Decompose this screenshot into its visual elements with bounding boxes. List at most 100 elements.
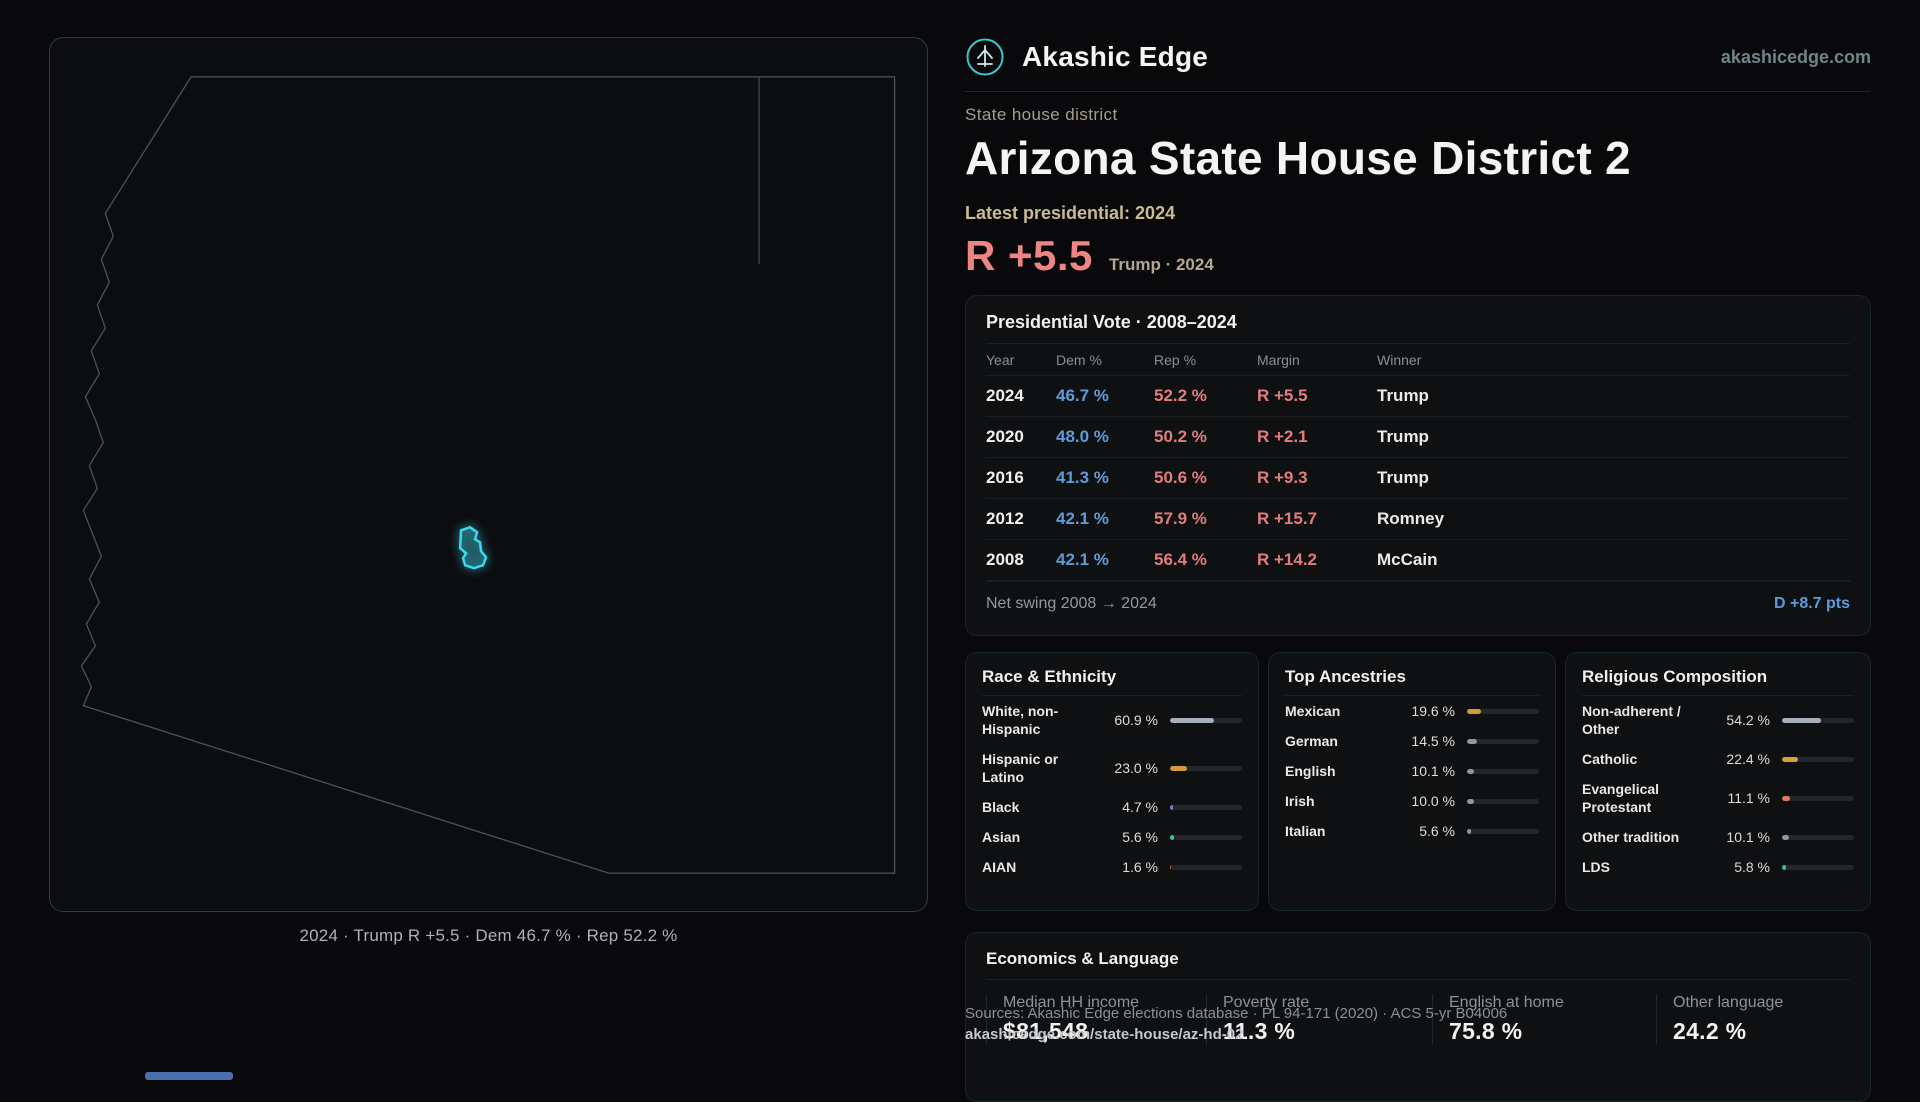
race-ethnicity-card: Race & Ethnicity White, non-Hispanic 60.…	[965, 652, 1259, 911]
stat-label: Poverty rate	[1223, 994, 1310, 1011]
cell-year: 2008	[986, 550, 1024, 569]
stat-label: Mexican	[1285, 703, 1341, 719]
district-2-highlight[interactable]	[458, 525, 488, 570]
table-row: 2020 48.0 % 50.2 % R +2.1 Trump	[986, 417, 1850, 458]
stat-poverty-rate: Poverty rate 11.3 %	[1206, 994, 1432, 1045]
stat-bar	[1467, 708, 1539, 714]
stat-bar-fill	[1467, 828, 1472, 834]
stat-row: English 10.1 %	[1285, 756, 1539, 786]
bottom-blue-strip	[145, 1072, 233, 1080]
stat-value: 14.5 %	[1411, 733, 1455, 749]
stat-other-language: Other language 24.2 %	[1656, 994, 1850, 1045]
stat-bar-fill	[1170, 804, 1174, 810]
stat-bar-fill	[1782, 795, 1790, 801]
stat-value: 10.0 %	[1411, 793, 1455, 809]
col-winner: Winner	[1377, 352, 1422, 368]
stat-bar	[1170, 765, 1242, 771]
cell-dem: 48.0 %	[1056, 427, 1109, 446]
stat-value: 5.6 %	[1122, 829, 1158, 845]
stat-value: 5.6 %	[1419, 823, 1455, 839]
stat-value: 1.6 %	[1122, 859, 1158, 875]
table-row: 2016 41.3 % 50.6 % R +9.3 Trump	[986, 458, 1850, 499]
stat-value: 11.3 %	[1223, 1018, 1296, 1044]
stat-label: Other language	[1673, 994, 1784, 1011]
table-row: 2012 42.1 % 57.9 % R +15.7 Romney	[986, 499, 1850, 540]
stat-row: Black 4.7 %	[982, 792, 1242, 822]
headline-margin: R +5.5	[965, 232, 1093, 279]
cell-margin: R +5.5	[1257, 386, 1308, 405]
cell-rep: 50.6 %	[1154, 468, 1207, 487]
stat-value: 19.6 %	[1411, 703, 1455, 719]
arizona-map[interactable]	[50, 38, 927, 911]
economics-language-card: Economics & Language Median HH income $8…	[965, 932, 1871, 1102]
stat-bar-fill	[1467, 798, 1475, 804]
stat-bar	[1467, 828, 1539, 834]
stat-bar	[1467, 798, 1539, 804]
table-row: 2024 46.7 % 52.2 % R +5.5 Trump	[986, 376, 1850, 417]
stat-bar-fill	[1467, 708, 1482, 714]
stat-label: White, non-Hispanic	[982, 703, 1059, 737]
cell-margin: R +2.1	[1257, 427, 1308, 446]
map-caption: 2024 · Trump R +5.5 · Dem 46.7 % · Rep 5…	[299, 926, 678, 945]
sources-line: Sources: Akashic Edge elections database…	[965, 1005, 1508, 1022]
stat-label: Catholic	[1582, 751, 1638, 767]
divider	[986, 343, 1850, 344]
headline-margin-row: R +5.5 Trump · 2024	[965, 232, 1871, 280]
stat-bar-fill	[1170, 717, 1214, 723]
stat-bar	[1782, 795, 1854, 801]
stat-row: German 14.5 %	[1285, 726, 1539, 756]
table-row: 2008 42.1 % 56.4 % R +14.2 McCain	[986, 540, 1850, 581]
stat-value: 23.0 %	[1114, 760, 1158, 776]
stat-row: LDS 5.8 %	[1582, 852, 1854, 882]
stat-row: Non-adherent / Other 54.2 %	[1582, 696, 1854, 744]
stat-bar-fill	[1170, 834, 1175, 840]
cell-winner: Romney	[1377, 509, 1445, 528]
cell-rep: 50.2 %	[1154, 427, 1207, 446]
cell-year: 2024	[986, 386, 1024, 405]
divider	[1582, 695, 1854, 696]
district-map-panel	[49, 37, 928, 912]
stat-bar	[1170, 717, 1242, 723]
stat-row: Italian 5.6 %	[1285, 816, 1539, 846]
stat-bar	[1170, 804, 1242, 810]
col-year: Year	[986, 352, 1015, 368]
net-swing-label: Net swing 2008 → 2024	[986, 595, 1157, 612]
headline-margin-context: Trump · 2024	[1108, 255, 1214, 274]
stat-row: Asian 5.6 %	[982, 822, 1242, 852]
stat-bar-fill	[1782, 864, 1787, 870]
stat-row: Catholic 22.4 %	[1582, 744, 1854, 774]
page-title: Arizona State House District 2	[965, 132, 1631, 184]
footer: Sources: Akashic Edge elections database…	[965, 1005, 1507, 1043]
stat-bar	[1467, 738, 1539, 744]
cell-winner: Trump	[1377, 427, 1429, 446]
stat-label: Irish	[1285, 793, 1315, 809]
stat-label: Non-adherent / Other	[1582, 703, 1681, 737]
presidential-vote-card: Presidential Vote · 2008–2024 Year Dem %…	[965, 295, 1871, 636]
stat-median-income: Median HH income $81,548	[986, 994, 1206, 1045]
cell-margin: R +14.2	[1257, 550, 1318, 569]
cell-winner: Trump	[1377, 468, 1429, 487]
header: Akashic Edge akashicedge.com	[965, 36, 1871, 78]
cell-year: 2012	[986, 509, 1024, 528]
divider	[986, 979, 1850, 980]
site-link[interactable]: akashicedge.com	[1720, 46, 1871, 67]
net-swing-value: D +8.7 pts	[1773, 595, 1850, 612]
cell-year: 2020	[986, 427, 1024, 446]
latest-presidential-label: Latest presidential: 2024	[965, 203, 1176, 223]
stat-row: Evangelical Protestant 11.1 %	[1582, 774, 1854, 822]
stat-bar	[1782, 756, 1854, 762]
stat-bar	[1782, 834, 1854, 840]
stat-row: Other tradition 10.1 %	[1582, 822, 1854, 852]
stat-value: 60.9 %	[1114, 712, 1158, 728]
permalink[interactable]: akashicedge.com/state-house/az-hd-02	[965, 1026, 1244, 1043]
stat-value: 24.2 %	[1673, 1018, 1747, 1044]
cell-winner: Trump	[1377, 386, 1429, 405]
stat-bar	[1782, 717, 1854, 723]
col-dem: Dem %	[1056, 352, 1102, 368]
religious-composition-card: Religious Composition Non-adherent / Oth…	[1565, 652, 1871, 911]
stat-bar-fill	[1170, 765, 1187, 771]
table-header-row: Year Dem % Rep % Margin Winner	[986, 344, 1850, 376]
col-margin: Margin	[1257, 352, 1300, 368]
cell-dem: 41.3 %	[1056, 468, 1109, 487]
stat-row: Irish 10.0 %	[1285, 786, 1539, 816]
